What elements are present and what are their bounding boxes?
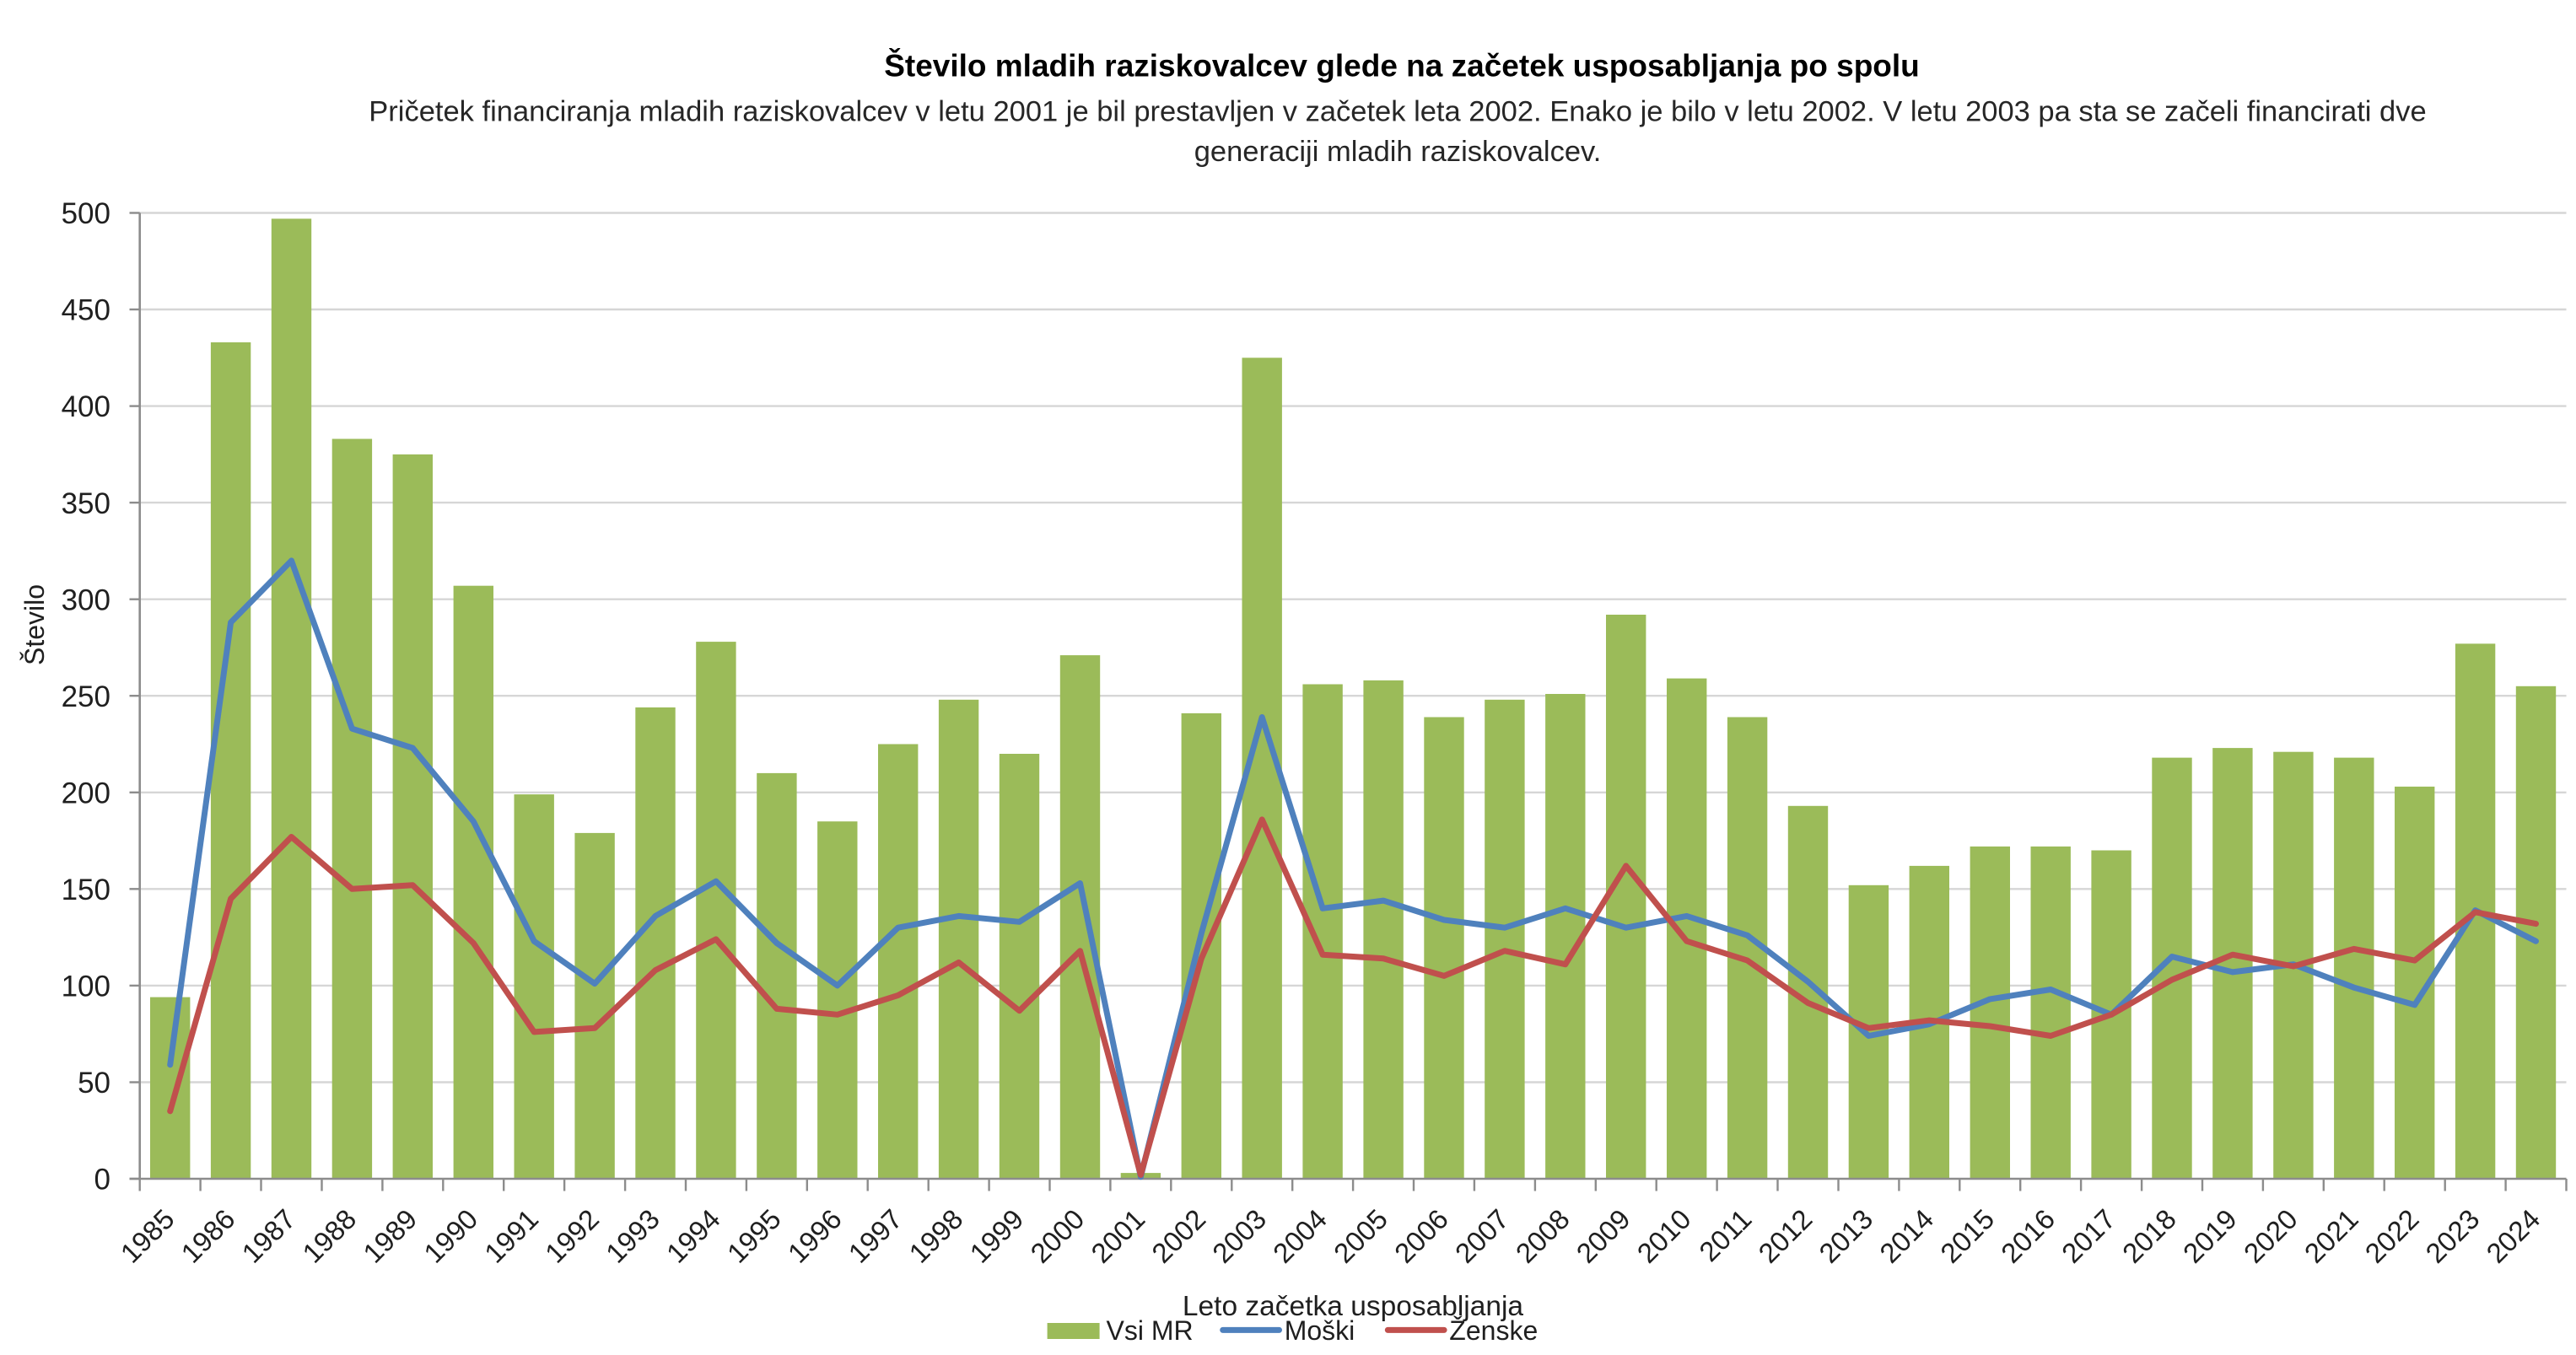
svg-text:Število: Število [19, 584, 50, 665]
svg-text:250: 250 [62, 680, 110, 713]
svg-text:200: 200 [62, 777, 110, 809]
svg-text:Leto začetka usposabljanja: Leto začetka usposabljanja [1183, 1291, 1524, 1322]
svg-text:300: 300 [62, 583, 110, 616]
svg-text:generaciji mladih raziskovalce: generaciji mladih raziskovalcev. [1194, 136, 1602, 168]
svg-text:100: 100 [62, 971, 110, 1003]
svg-text:400: 400 [62, 390, 110, 423]
svg-text:Vsi MR: Vsi MR [1107, 1315, 1194, 1346]
svg-text:150: 150 [62, 874, 110, 906]
svg-text:Pričetek financiranja mladih r: Pričetek financiranja mladih raziskovalc… [369, 96, 2426, 128]
svg-text:450: 450 [62, 294, 110, 327]
svg-text:Moški: Moški [1285, 1315, 1355, 1346]
svg-text:0: 0 [94, 1164, 110, 1196]
svg-text:50: 50 [78, 1067, 110, 1100]
svg-text:500: 500 [62, 197, 110, 230]
svg-text:350: 350 [62, 487, 110, 520]
svg-text:Ženske: Ženske [1449, 1315, 1538, 1346]
svg-text:Število mladih raziskovalcev g: Število mladih raziskovalcev glede na za… [884, 47, 1920, 83]
